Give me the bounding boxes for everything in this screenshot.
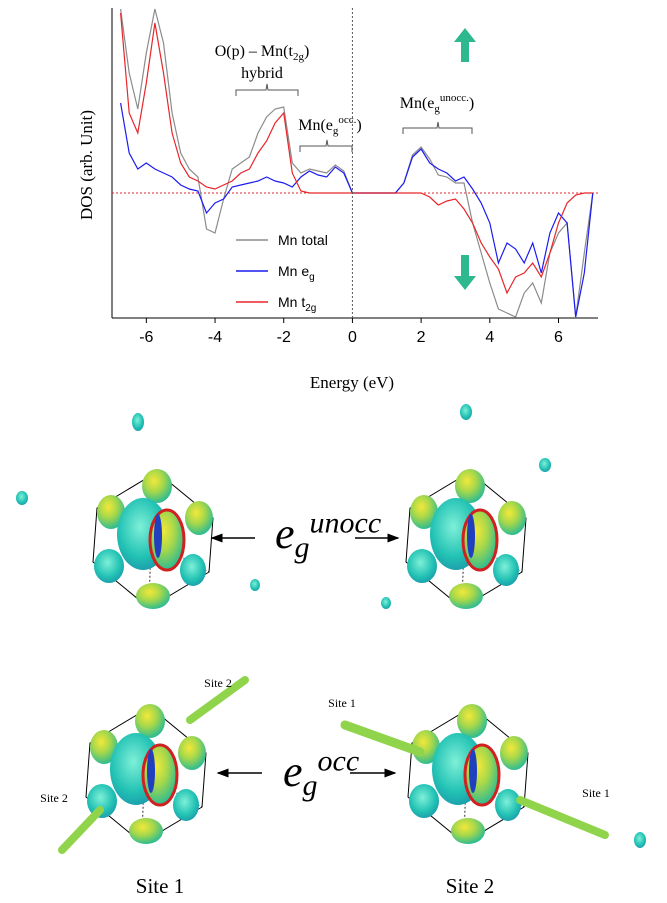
legend-label-part: g xyxy=(309,272,315,283)
orbital-lobe xyxy=(460,404,472,420)
x-tick-label: -2 xyxy=(277,329,291,346)
dos-line xyxy=(120,102,594,318)
orbital-label-part: unocc xyxy=(310,507,382,540)
orbital-panels xyxy=(16,404,646,854)
annotation-part: Mn(e xyxy=(298,117,333,134)
spin-up-arrow xyxy=(454,28,476,62)
bracket xyxy=(235,83,299,96)
axes: -6 -4 -2 0 2 4 6 xyxy=(139,8,563,346)
site-inline-label: Site 1 xyxy=(328,696,356,710)
annotation: hybrid xyxy=(241,65,283,82)
orbital-label-part: g xyxy=(303,769,318,802)
x-tick-label: -6 xyxy=(139,329,153,346)
dos-line xyxy=(120,12,593,295)
orbital-cluster xyxy=(84,702,208,846)
annotation-part: ) xyxy=(469,95,474,112)
annotation-part: g xyxy=(434,103,440,115)
bracket xyxy=(402,121,473,134)
orbital-lobe xyxy=(16,491,28,505)
orbital-cluster xyxy=(91,467,215,611)
y-axis-label: DOS (arb. Unit) xyxy=(77,110,96,220)
orbital-lobe xyxy=(381,597,391,609)
legend-label: Mn t2g xyxy=(278,294,316,314)
plot-area xyxy=(120,8,594,318)
annotation: O(p) – Mn(t2g) xyxy=(215,43,310,63)
annotation-part: O(p) – Mn(t xyxy=(215,43,294,60)
orbital-cluster xyxy=(406,702,530,846)
site-inline-label: Site 2 xyxy=(40,791,68,805)
orbital-cluster xyxy=(404,467,528,611)
annotation-part: g xyxy=(333,125,339,137)
orbital-label-part: occ xyxy=(318,745,360,778)
annotation-part: Mn(e xyxy=(400,95,435,112)
orbital-chain xyxy=(186,676,249,724)
annotation-part: ) xyxy=(356,117,361,134)
orbital-label-part: e xyxy=(283,747,303,796)
x-tick-label: 6 xyxy=(554,329,563,346)
x-axis-label: Energy (eV) xyxy=(310,373,394,392)
annotation-part: 2g xyxy=(293,51,305,63)
annotation: Mn(egocc.) xyxy=(298,114,362,137)
annotations: O(p) – Mn(t2g)hybridMn(egocc.)Mn(egunocc… xyxy=(215,43,475,137)
orbital-lobe xyxy=(539,458,551,472)
spin-down-arrow xyxy=(454,255,476,290)
x-tick-label: 2 xyxy=(417,329,426,346)
site-inline-label: Site 1 xyxy=(582,786,610,800)
legend-label-part: Mn t xyxy=(278,294,305,310)
orbital-label: egocc xyxy=(283,745,359,802)
orbital-label-part: g xyxy=(295,531,310,564)
orbital-lobe xyxy=(132,413,144,431)
annotation-part: ) xyxy=(304,43,309,60)
annotation-part: occ. xyxy=(338,114,356,126)
orbital-chain xyxy=(516,796,609,839)
orbital-label: egunocc xyxy=(275,507,381,564)
legend-label: Mn total xyxy=(278,232,328,248)
annotation: Mn(egunocc.) xyxy=(400,92,475,115)
bracket xyxy=(299,139,353,152)
legend-label-part: Mn e xyxy=(278,263,309,279)
legend: Mn total Mn eg Mn t2g xyxy=(236,232,328,314)
orbital-label-part: e xyxy=(275,509,295,558)
annotation-part: hybrid xyxy=(241,65,283,82)
orbital-chain xyxy=(340,720,425,757)
legend-label-part: Mn total xyxy=(278,232,328,248)
annotation-part: unocc. xyxy=(440,92,469,104)
x-tick-label: -4 xyxy=(208,329,222,346)
site-inline-label: Site 2 xyxy=(204,676,232,690)
site-label: Site 2 xyxy=(446,874,494,898)
x-tick-label: 0 xyxy=(348,329,357,346)
orbital-lobe xyxy=(634,832,646,848)
x-tick-label: 4 xyxy=(485,329,494,346)
legend-label: Mn eg xyxy=(278,263,315,283)
orbital-lobe xyxy=(250,579,260,591)
orbital-chain xyxy=(58,806,104,854)
site-label: Site 1 xyxy=(136,874,184,898)
legend-label-part: 2g xyxy=(305,303,316,314)
dos-line xyxy=(120,8,594,318)
